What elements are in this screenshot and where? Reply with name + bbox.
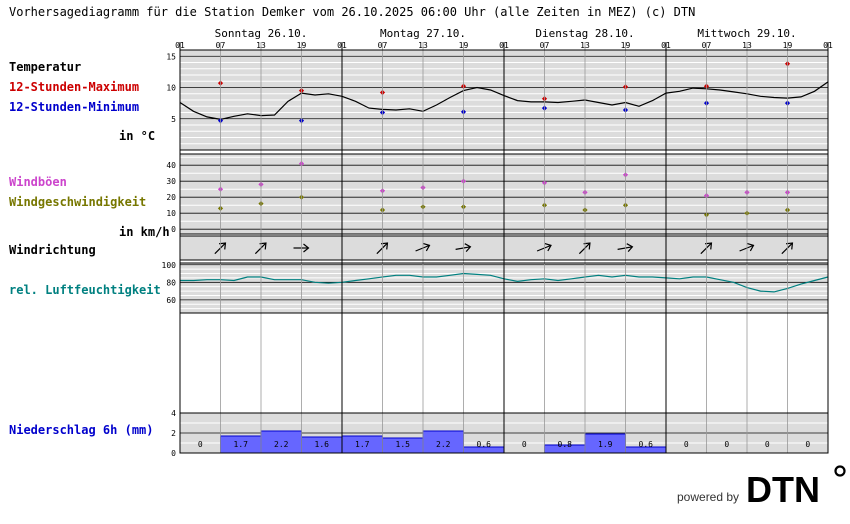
y-tick-label: 5	[171, 115, 176, 124]
label-12h-max: 12-Stunden-Maximum	[9, 80, 139, 94]
label-temperature: Temperatur	[9, 60, 81, 74]
day-label: Mittwoch 29.10.	[697, 27, 796, 40]
precip-value-label: 0	[684, 440, 689, 449]
wind-arrow	[536, 242, 552, 252]
y-tick-label: 0	[171, 225, 176, 234]
label-12h-min: 12-Stunden-Minimum	[9, 100, 139, 114]
precip-value-label: 2.2	[436, 440, 451, 449]
y-tick-label: 30	[166, 177, 176, 186]
wind-arrow	[415, 242, 431, 252]
precip-value-label: 0.6	[639, 440, 654, 449]
dtn-logo: DTN	[746, 469, 820, 510]
y-tick-label: 40	[166, 161, 176, 170]
precip-value-label: 1.9	[598, 440, 613, 449]
precip-value-label: 0.8	[558, 440, 573, 449]
wind-arrow	[455, 243, 472, 252]
powered-by-text: powered by	[677, 490, 739, 504]
precip-value-label: 0	[805, 440, 810, 449]
wind-arrow	[739, 242, 755, 252]
panel-frame	[179, 153, 829, 235]
precip-value-label: 0	[198, 440, 203, 449]
wind-arrow	[617, 243, 634, 252]
wind-arrow	[293, 243, 310, 253]
y-tick-label: 2	[171, 429, 176, 438]
y-tick-label: 60	[166, 296, 176, 305]
day-label: Dienstag 28.10.	[535, 27, 634, 40]
precip-value-label: 0	[765, 440, 770, 449]
precip-value-label: 1.5	[396, 440, 411, 449]
label-wind-unit: in km/h	[119, 225, 170, 239]
chart-title: Vorhersagediagramm für die Station Demke…	[9, 5, 695, 19]
y-tick-label: 100	[162, 261, 177, 270]
precip-value-label: 1.6	[315, 440, 330, 449]
y-tick-label: 80	[166, 278, 176, 287]
panel-frames	[179, 49, 829, 454]
day-label: Montag 27.10.	[380, 27, 466, 40]
y-tick-label: 10	[166, 209, 176, 218]
y-tick-label: 10	[166, 84, 176, 93]
dtn-logo-dot	[834, 465, 846, 477]
precip-value-label: 0.6	[477, 440, 492, 449]
panel-frame	[179, 49, 829, 151]
precip-value-label: 0	[724, 440, 729, 449]
precip-value-label: 2.2	[274, 440, 289, 449]
label-humidity: rel. Luftfeuchtigkeit	[9, 283, 161, 297]
label-precipitation: Niederschlag 6h (mm)	[9, 423, 154, 437]
day-label: Sonntag 26.10.	[215, 27, 308, 40]
panel-frame	[179, 235, 829, 261]
precip-value-label: 0	[522, 440, 527, 449]
label-gusts: Windböen	[9, 175, 67, 189]
label-temp-unit: in °C	[119, 129, 155, 143]
y-tick-label: 0	[171, 449, 176, 458]
time-gridlines	[179, 42, 829, 453]
label-wind-speed: Windgeschwindigkeit	[9, 195, 146, 209]
day-labels: Sonntag 26.10. Montag 27.10. Dienstag 28.1…	[215, 27, 797, 40]
y-axis-ticks: 5 10 15 0 10 20 30 40 60 80 100 0 2 4	[162, 52, 177, 458]
precip-value-label: 1.7	[355, 440, 370, 449]
y-tick-label: 4	[171, 409, 176, 418]
label-wind-direction: Windrichtung	[9, 243, 96, 257]
precip-value-label: 1.7	[234, 440, 249, 449]
y-tick-label: 15	[166, 52, 176, 61]
panel-frame	[179, 412, 829, 454]
y-tick-label: 20	[166, 193, 176, 202]
